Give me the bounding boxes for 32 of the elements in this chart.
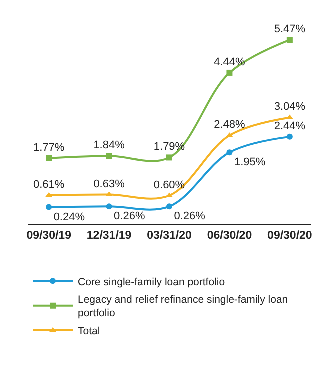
x-tick-label: 09/30/20 [268,230,312,242]
point [166,204,172,210]
data-label: 0.63% [94,178,126,190]
data-label: 0.61% [33,178,65,191]
x-tick-label: 03/31/20 [147,230,192,242]
point [226,150,233,156]
data-label: 2.48% [214,119,246,132]
point [46,155,52,162]
point [166,192,173,198]
x-tick-label: 12/31/19 [86,230,132,242]
data-label: 1.95% [234,156,266,169]
point [46,204,52,210]
legend-label: Core single-family loan portfolio [78,276,226,288]
data-label: 1.77% [33,142,65,154]
data-label: 2.44% [274,120,306,132]
point [106,153,112,160]
legend-label: Total [78,326,100,338]
legend-label: Legacy and relief refinance single-family loan portfolio [78,294,288,320]
data-label: 3.04% [274,101,306,114]
data-label: 0.26% [114,210,146,223]
data-label: 1.84% [94,140,126,152]
point [286,37,293,44]
data-label: 0.26% [174,210,206,223]
point [226,70,233,76]
x-tick-label: 06/30/20 [207,230,252,242]
point [286,134,293,140]
point [166,154,172,161]
data-label: 0.24% [54,211,86,224]
data-label: 5.47% [274,24,306,36]
x-tick-label: 09/30/19 [26,230,72,242]
point [106,204,112,210]
data-label: 4.44% [214,56,246,68]
